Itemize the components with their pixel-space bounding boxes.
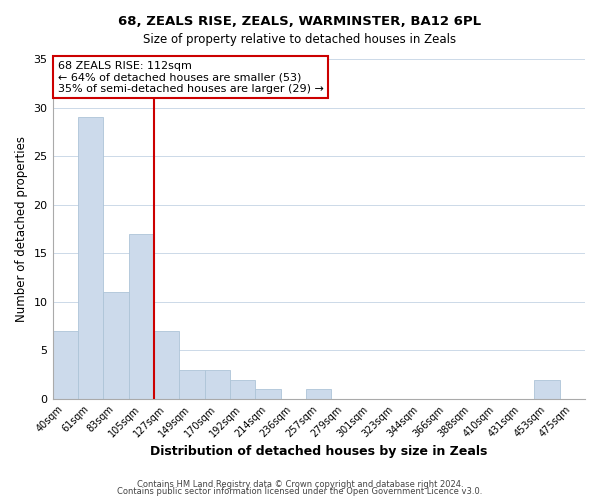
Text: 68, ZEALS RISE, ZEALS, WARMINSTER, BA12 6PL: 68, ZEALS RISE, ZEALS, WARMINSTER, BA12 … bbox=[118, 15, 482, 28]
Bar bbox=[154, 331, 179, 399]
Bar bbox=[103, 292, 128, 399]
Bar bbox=[230, 380, 256, 399]
Text: Contains HM Land Registry data © Crown copyright and database right 2024.: Contains HM Land Registry data © Crown c… bbox=[137, 480, 463, 489]
Bar bbox=[128, 234, 154, 399]
Text: Size of property relative to detached houses in Zeals: Size of property relative to detached ho… bbox=[143, 32, 457, 46]
Bar bbox=[256, 390, 281, 399]
Bar bbox=[78, 118, 103, 399]
Bar bbox=[205, 370, 230, 399]
Bar bbox=[306, 390, 331, 399]
Y-axis label: Number of detached properties: Number of detached properties bbox=[15, 136, 28, 322]
Text: Contains public sector information licensed under the Open Government Licence v3: Contains public sector information licen… bbox=[118, 488, 482, 496]
X-axis label: Distribution of detached houses by size in Zeals: Distribution of detached houses by size … bbox=[150, 444, 487, 458]
Bar bbox=[53, 331, 78, 399]
Bar bbox=[534, 380, 560, 399]
Bar bbox=[179, 370, 205, 399]
Text: 68 ZEALS RISE: 112sqm
← 64% of detached houses are smaller (53)
35% of semi-deta: 68 ZEALS RISE: 112sqm ← 64% of detached … bbox=[58, 60, 324, 94]
